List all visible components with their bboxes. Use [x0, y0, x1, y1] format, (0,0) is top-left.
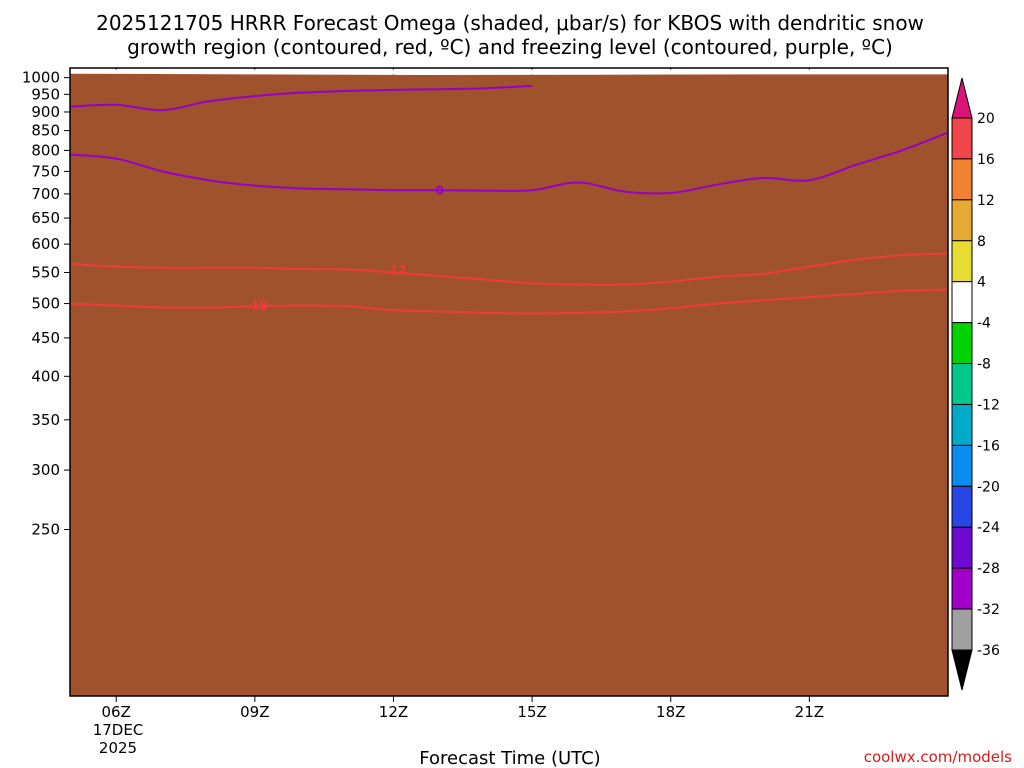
plot-frame [69, 67, 949, 697]
colorbar-segment-0 [951, 117, 973, 160]
y-tick-label-400: 400 [31, 367, 60, 385]
x-tick-label-09Z: 09Z [240, 703, 269, 721]
contour-0-2 [70, 131, 948, 195]
y-tick-label-700: 700 [31, 185, 60, 203]
colorbar-over-arrow [951, 77, 973, 119]
colorbar-label-3: 8 [977, 234, 986, 250]
y-tick-label-500: 500 [31, 295, 60, 313]
y-tick-label-600: 600 [31, 235, 60, 253]
colorbar-segment-5 [951, 322, 973, 365]
colorbar-label-9: -20 [977, 479, 1000, 495]
colorbar-label-11: -28 [977, 561, 1000, 577]
colorbar-label-6: -8 [977, 357, 991, 373]
colorbar-label-2: 12 [977, 193, 995, 209]
colorbar-under-arrow [951, 649, 973, 691]
colorbar-label-10: -24 [977, 520, 1000, 536]
colorbar-label-5: -4 [977, 316, 991, 332]
credit-text: coolwx.com/models [864, 748, 1012, 766]
colorbar-label-12: -32 [977, 602, 1000, 618]
y-tick-label-950: 950 [31, 85, 60, 103]
y-tick-label-800: 800 [31, 141, 60, 159]
x-tick-label-12Z: 12Z [379, 703, 408, 721]
contour-label-1: 12 [390, 264, 407, 278]
y-tick-label-900: 900 [31, 103, 60, 121]
colorbar-label-1: 16 [977, 152, 995, 168]
contour-label-0: 18 [251, 299, 268, 313]
x-date-label-line2: 2025 [99, 739, 137, 757]
x-tick-label-18Z: 18Z [656, 703, 685, 721]
y-tick-label-550: 550 [31, 263, 60, 281]
y-tick-label-250: 250 [31, 520, 60, 538]
x-axis-ticks: 06Z 09Z 12Z 15Z 18Z 21Z [102, 696, 824, 721]
colorbar-segment-1 [951, 158, 973, 201]
colorbar-segment-6 [951, 363, 973, 405]
contour--18-0 [70, 288, 948, 315]
x-date-label-line1: 17DEC [93, 721, 144, 739]
chart-title-line-1: 2025121705 HRRR Forecast Omega (shaded, … [96, 11, 924, 35]
colorbar-segment-11 [951, 567, 973, 610]
colorbar-segment-3 [951, 240, 973, 283]
contour-lines [70, 84, 948, 315]
colorbar-segment-10 [951, 526, 973, 569]
y-axis-ticks: 2503003504004505005506006507007508008509… [22, 69, 70, 538]
y-tick-label-750: 750 [31, 162, 60, 180]
contour-labels: 18 12 0 [251, 184, 444, 313]
colorbar-segment-12 [951, 608, 973, 651]
y-tick-label-450: 450 [31, 329, 60, 347]
y-tick-label-1000: 1000 [22, 69, 60, 87]
colorbar-segment-7 [951, 403, 973, 446]
contour-0-3 [70, 84, 533, 112]
y-tick-label-850: 850 [31, 122, 60, 140]
y-tick-label-300: 300 [31, 461, 60, 479]
chart-title-line-2: growth region (contoured, red, ºC) and f… [127, 35, 893, 59]
x-tick-label-15Z: 15Z [517, 703, 546, 721]
terrain-layer [70, 73, 948, 696]
colorbar-label-8: -16 [977, 438, 1000, 454]
colorbar-label-13: -36 [977, 643, 1000, 659]
x-axis-label: Forecast Time (UTC) [419, 748, 600, 768]
x-tick-label-21Z: 21Z [795, 703, 824, 721]
terrain-fill [70, 73, 948, 696]
colorbar-label-0: 20 [977, 111, 995, 127]
colorbar-segment-2 [951, 199, 973, 242]
colorbar-label-7: -12 [977, 397, 1000, 413]
x-tick-label-06Z: 06Z [102, 703, 131, 721]
colorbar-segment-8 [951, 444, 973, 487]
contour--12-1 [70, 252, 948, 286]
colorbar-segment-9 [951, 485, 973, 528]
y-tick-label-350: 350 [31, 411, 60, 429]
colorbar-label-4: 4 [977, 275, 986, 291]
y-tick-label-650: 650 [31, 209, 60, 227]
contour-label-2: 0 [436, 184, 444, 198]
colorbar-segment-4 [951, 281, 973, 324]
colorbar: 20 16 12 8 4 -4 -8 -12 -16 -20 -24 -28 -32 -36 [951, 77, 1000, 691]
